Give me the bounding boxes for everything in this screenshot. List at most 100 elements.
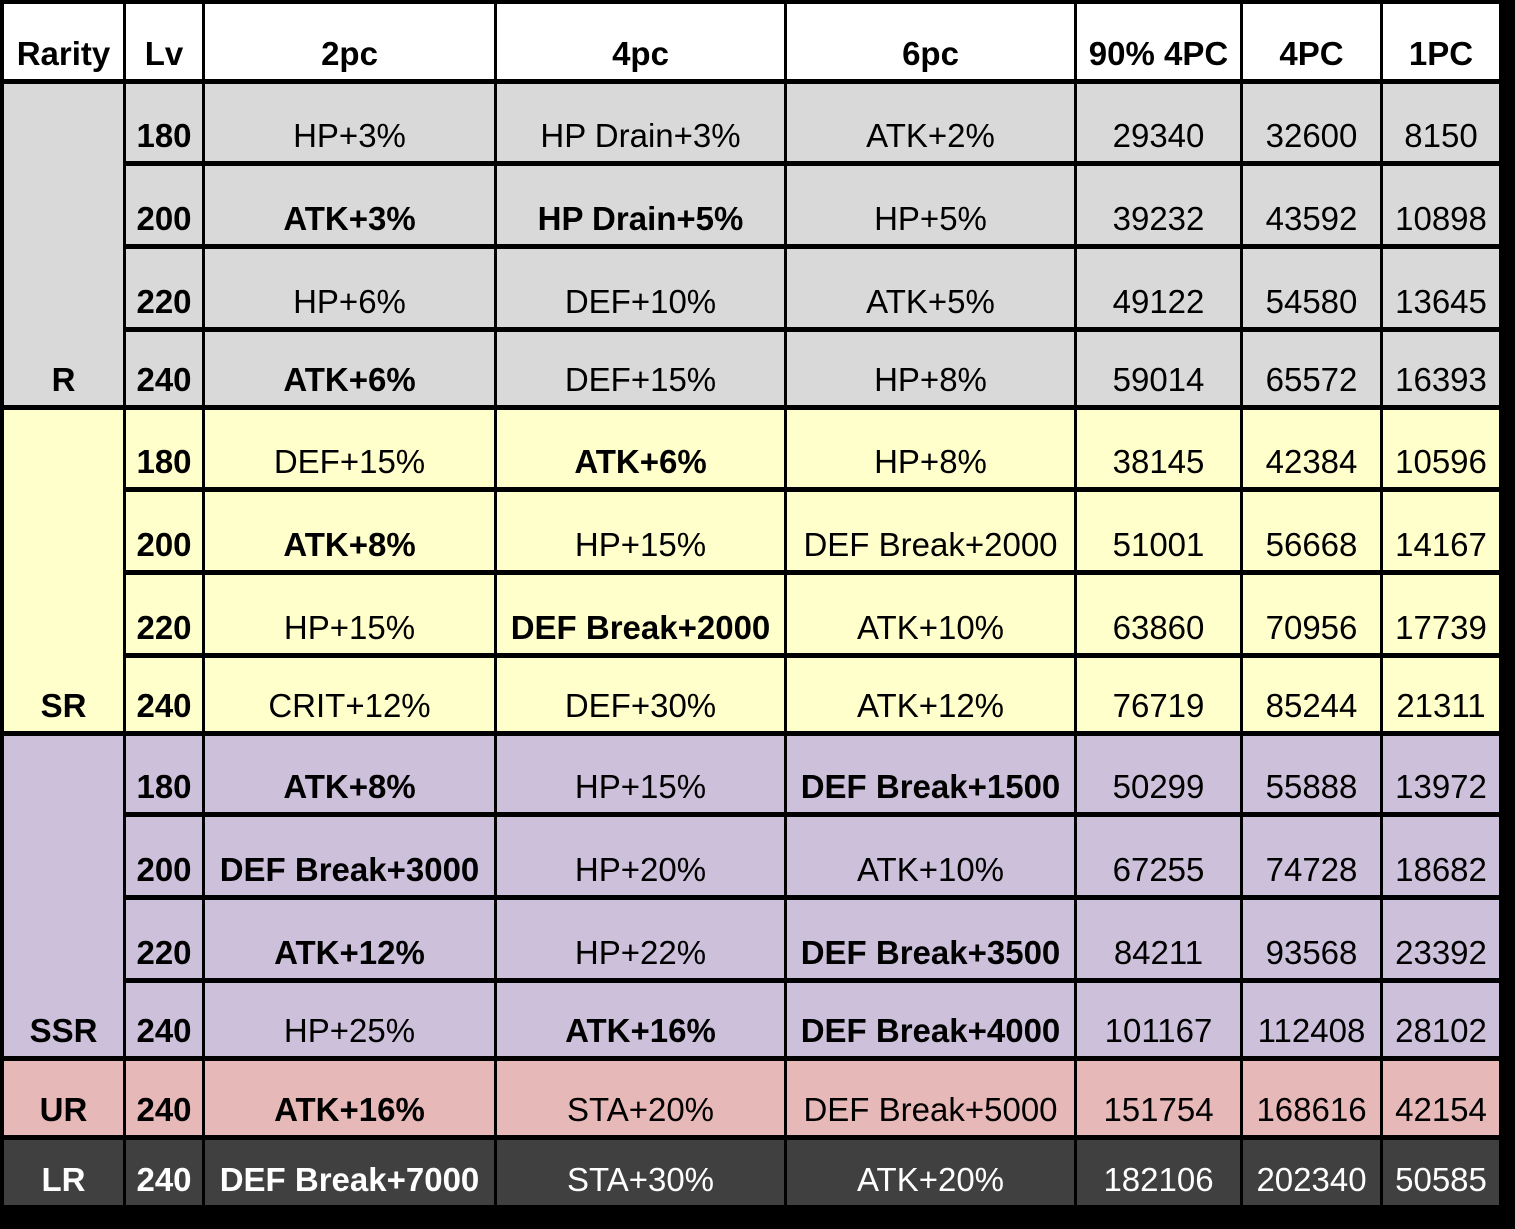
level-cell: 200	[126, 166, 202, 244]
level-cell: 180	[126, 410, 202, 487]
bonus-6pc-cell: ATK+5%	[787, 249, 1074, 327]
value-4pc-cell: 65572	[1243, 332, 1380, 405]
value-1pc-cell: 13972	[1383, 736, 1499, 812]
header-2pc: 2pc	[205, 4, 494, 79]
bonus-2pc-cell: ATK+16%	[205, 1061, 494, 1135]
value-90pct-4pc-cell: 182106	[1077, 1140, 1240, 1205]
value-1pc-cell: 13645	[1383, 249, 1499, 327]
rarity-cell: SSR	[4, 736, 123, 1056]
bonus-6pc-cell: ATK+2%	[787, 84, 1074, 161]
bonus-2pc-cell: CRIT+12%	[205, 658, 494, 731]
rarity-cell: LR	[4, 1140, 123, 1205]
value-4pc-cell: 56668	[1243, 492, 1380, 570]
bonus-2pc-cell: DEF+15%	[205, 410, 494, 487]
value-4pc-cell: 112408	[1243, 983, 1380, 1056]
value-90pct-4pc-cell: 29340	[1077, 84, 1240, 161]
bonus-6pc-cell: ATK+12%	[787, 658, 1074, 731]
level-cell: 200	[126, 817, 202, 895]
level-cell: 220	[126, 900, 202, 978]
value-1pc-cell: 10596	[1383, 410, 1499, 487]
level-cell: 220	[126, 249, 202, 327]
rarity-cell: SR	[4, 410, 123, 731]
bonus-2pc-cell: ATK+6%	[205, 332, 494, 405]
level-cell: 240	[126, 332, 202, 405]
value-1pc-cell: 50585	[1383, 1140, 1499, 1205]
level-cell: 200	[126, 492, 202, 570]
bonus-4pc-cell: ATK+6%	[497, 410, 784, 487]
bonus-2pc-cell: ATK+3%	[205, 166, 494, 244]
level-cell: 180	[126, 736, 202, 812]
value-4pc-cell: 54580	[1243, 249, 1380, 327]
bonus-4pc-cell: STA+30%	[497, 1140, 784, 1205]
bonus-4pc-cell: HP+15%	[497, 492, 784, 570]
bonus-6pc-cell: DEF Break+1500	[787, 736, 1074, 812]
bonus-4pc-cell: HP Drain+3%	[497, 84, 784, 161]
bonus-2pc-cell: HP+25%	[205, 983, 494, 1056]
bonus-6pc-cell: DEF Break+3500	[787, 900, 1074, 978]
bonus-2pc-cell: ATK+8%	[205, 736, 494, 812]
rarity-cell: R	[4, 84, 123, 405]
value-1pc-cell: 42154	[1383, 1061, 1499, 1135]
bonus-4pc-cell: HP+20%	[497, 817, 784, 895]
bonus-6pc-cell: HP+8%	[787, 332, 1074, 405]
value-4pc-cell: 32600	[1243, 84, 1380, 161]
value-4pc-cell: 168616	[1243, 1061, 1380, 1135]
value-1pc-cell: 28102	[1383, 983, 1499, 1056]
value-90pct-4pc-cell: 50299	[1077, 736, 1240, 812]
value-4pc-cell: 42384	[1243, 410, 1380, 487]
value-4pc-cell: 74728	[1243, 817, 1380, 895]
bonus-6pc-cell: ATK+10%	[787, 575, 1074, 653]
value-90pct-4pc-cell: 39232	[1077, 166, 1240, 244]
value-4pc-cell: 93568	[1243, 900, 1380, 978]
bonus-6pc-cell: HP+8%	[787, 410, 1074, 487]
rarity-cell: UR	[4, 1061, 123, 1135]
level-cell: 240	[126, 983, 202, 1056]
bonus-4pc-cell: STA+20%	[497, 1061, 784, 1135]
header-rarity: Rarity	[4, 4, 123, 79]
bonus-2pc-cell: DEF Break+7000	[205, 1140, 494, 1205]
value-4pc-cell: 70956	[1243, 575, 1380, 653]
value-1pc-cell: 16393	[1383, 332, 1499, 405]
bonus-6pc-cell: ATK+10%	[787, 817, 1074, 895]
bonus-6pc-cell: HP+5%	[787, 166, 1074, 244]
bonus-2pc-cell: HP+3%	[205, 84, 494, 161]
value-1pc-cell: 14167	[1383, 492, 1499, 570]
bonus-6pc-cell: DEF Break+5000	[787, 1061, 1074, 1135]
value-4pc-cell: 85244	[1243, 658, 1380, 731]
level-cell: 240	[126, 658, 202, 731]
value-90pct-4pc-cell: 67255	[1077, 817, 1240, 895]
bonus-2pc-cell: ATK+12%	[205, 900, 494, 978]
value-1pc-cell: 23392	[1383, 900, 1499, 978]
header-1pc: 1PC	[1383, 4, 1499, 79]
value-4pc-cell: 202340	[1243, 1140, 1380, 1205]
level-cell: 180	[126, 84, 202, 161]
bonus-4pc-cell: DEF+10%	[497, 249, 784, 327]
value-90pct-4pc-cell: 51001	[1077, 492, 1240, 570]
bonus-6pc-cell: DEF Break+2000	[787, 492, 1074, 570]
level-cell: 240	[126, 1140, 202, 1205]
value-1pc-cell: 21311	[1383, 658, 1499, 731]
bonus-4pc-cell: HP Drain+5%	[497, 166, 784, 244]
bonus-6pc-cell: DEF Break+4000	[787, 983, 1074, 1056]
value-90pct-4pc-cell: 38145	[1077, 410, 1240, 487]
header-4pc: 4pc	[497, 4, 784, 79]
value-90pct-4pc-cell: 49122	[1077, 249, 1240, 327]
bonus-6pc-cell: ATK+20%	[787, 1140, 1074, 1205]
bonus-2pc-cell: HP+15%	[205, 575, 494, 653]
header-90pct-4pc: 90% 4PC	[1077, 4, 1240, 79]
header-6pc: 6pc	[787, 4, 1074, 79]
value-1pc-cell: 8150	[1383, 84, 1499, 161]
bonus-4pc-cell: DEF+30%	[497, 658, 784, 731]
bonus-2pc-cell: HP+6%	[205, 249, 494, 327]
header-4pc-total: 4PC	[1243, 4, 1380, 79]
value-90pct-4pc-cell: 76719	[1077, 658, 1240, 731]
level-cell: 240	[126, 1061, 202, 1135]
bonus-2pc-cell: DEF Break+3000	[205, 817, 494, 895]
bonus-4pc-cell: DEF Break+2000	[497, 575, 784, 653]
value-1pc-cell: 10898	[1383, 166, 1499, 244]
header-lv: Lv	[126, 4, 202, 79]
bonus-4pc-cell: DEF+15%	[497, 332, 784, 405]
bonus-4pc-cell: HP+15%	[497, 736, 784, 812]
value-1pc-cell: 17739	[1383, 575, 1499, 653]
